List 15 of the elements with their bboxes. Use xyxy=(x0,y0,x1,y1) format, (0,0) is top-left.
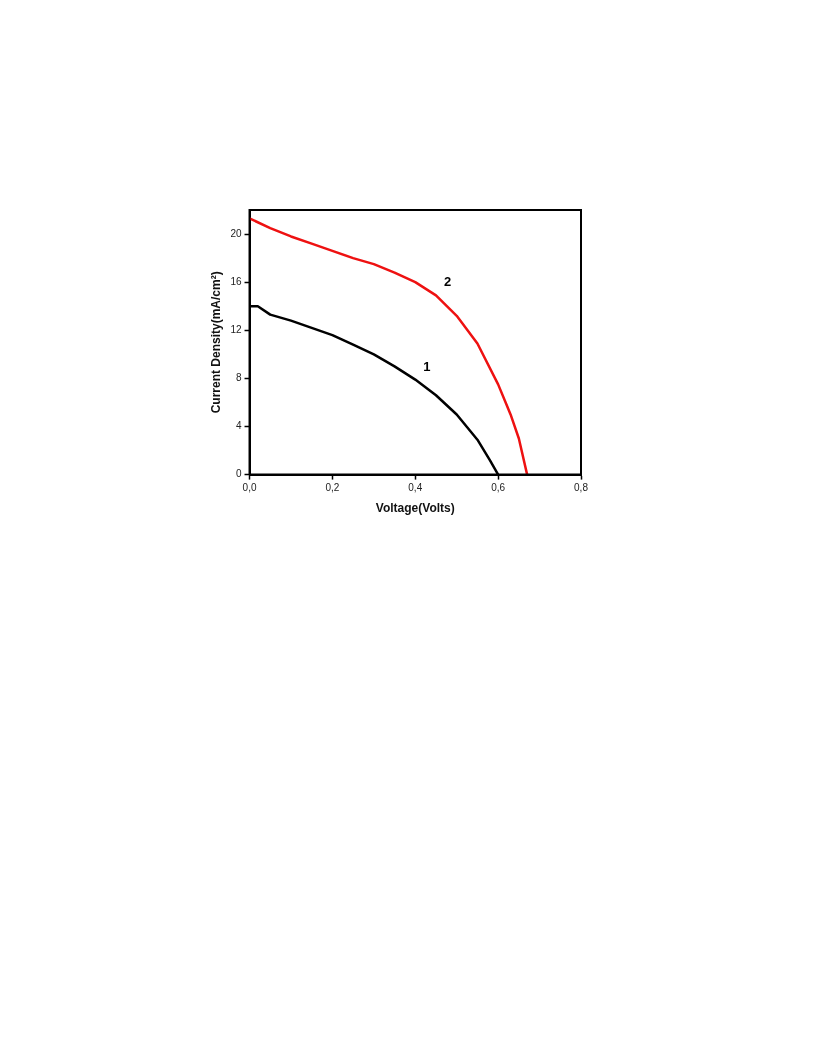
x-tick-label: 0,2 xyxy=(325,482,340,494)
x-tick-label: 0,6 xyxy=(491,482,506,494)
x-axis-title: Voltage(Volts) xyxy=(375,501,455,516)
y-tick-label: 16 xyxy=(230,275,242,287)
y-tick-label: 12 xyxy=(230,324,242,336)
y-tick-label: 4 xyxy=(235,420,242,432)
x-tick-label: 0,0 xyxy=(242,482,257,494)
series-label: 2 xyxy=(443,274,452,290)
y-tick-label: 0 xyxy=(235,468,242,480)
y-tick-label: 20 xyxy=(230,227,242,239)
series-label: 1 xyxy=(423,358,431,374)
x-tick-label: 0,8 xyxy=(574,482,589,494)
y-axis-title: Current Density(mA/cm²) xyxy=(208,271,223,414)
x-tick-label: 0,4 xyxy=(408,482,423,494)
y-tick-label: 8 xyxy=(235,372,242,384)
